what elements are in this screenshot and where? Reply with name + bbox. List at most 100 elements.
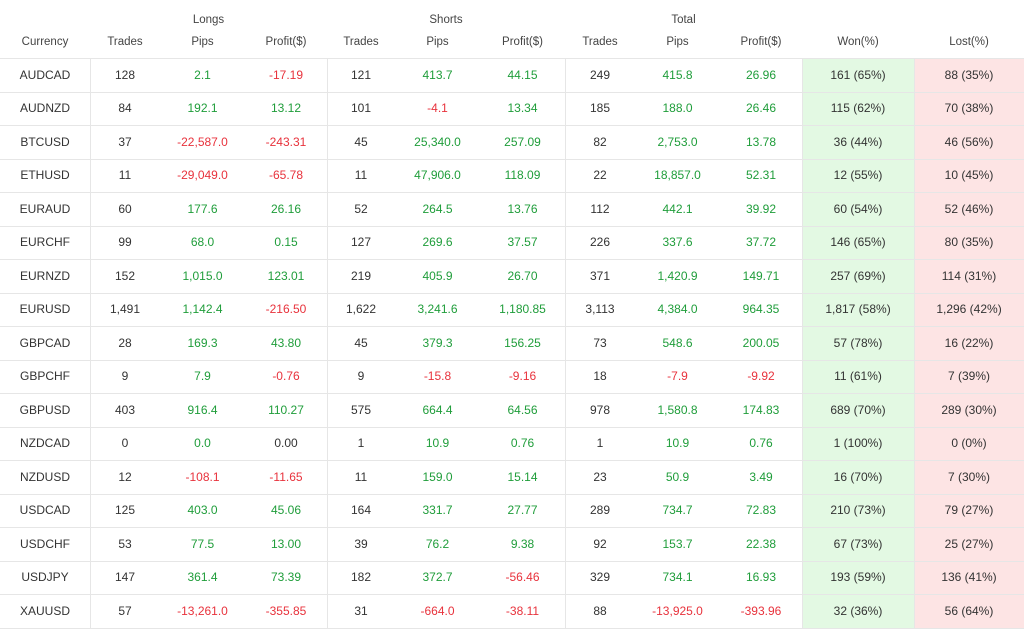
lost-cell: 46 (56%): [944, 134, 994, 149]
profit-cell: 9.38: [510, 536, 535, 551]
pips-cell: -15.8: [423, 369, 452, 384]
profit-cell: -11.65: [269, 469, 303, 484]
trades-cell: 1,491: [109, 302, 141, 317]
pips-cell: 372.7: [422, 570, 453, 585]
pips-cell: 264.5: [422, 201, 453, 216]
lost-cell: 52 (46%): [944, 201, 994, 216]
won-cell: 689 (70%): [830, 402, 886, 417]
profit-cell: 37.57: [507, 235, 538, 250]
lost-cell: 25 (27%): [944, 536, 994, 551]
trades-cell: 99: [118, 235, 132, 250]
profit-cell: 118.09: [504, 168, 541, 183]
name-cell: XAUUSD: [19, 603, 70, 618]
name-cell: EURAUD: [19, 201, 71, 216]
pips-cell: 177.6: [187, 201, 218, 216]
row-divider: [0, 125, 1024, 126]
won-cell: 12 (55%): [833, 168, 883, 183]
profit-cell: 27.77: [507, 503, 538, 518]
column-header: Pips: [191, 36, 214, 48]
name-cell: BTCUSD: [20, 134, 70, 149]
won-cell: 16 (70%): [833, 469, 883, 484]
pips-cell: -13,261.0: [177, 603, 228, 618]
pips-cell: 68.0: [190, 235, 215, 250]
won-cell: 146 (65%): [830, 235, 886, 250]
trades-cell: 23: [593, 469, 607, 484]
profit-cell: -38.11: [505, 603, 540, 618]
pips-cell: 734.1: [662, 570, 693, 585]
column-divider: [565, 58, 566, 628]
column-header: Trades: [343, 36, 379, 48]
trades-cell: 121: [350, 67, 372, 82]
trades-cell: 18: [593, 369, 607, 384]
profit-cell: -0.76: [272, 369, 300, 384]
pips-cell: 415.8: [662, 67, 693, 82]
pips-cell: 77.5: [190, 536, 215, 551]
profit-cell: -393.96: [740, 603, 782, 618]
trades-cell: 249: [589, 67, 611, 82]
column-header: Pips: [426, 36, 449, 48]
trades-cell: 11: [354, 168, 368, 183]
column-header: Currency: [21, 36, 69, 48]
pips-cell: 169.3: [187, 335, 218, 350]
profit-cell: 200.05: [742, 335, 780, 350]
pips-cell: 337.6: [662, 235, 693, 250]
name-cell: NZDCAD: [20, 436, 70, 451]
row-divider: [0, 493, 1024, 495]
trades-cell: 11: [118, 168, 132, 183]
name-cell: USDCAD: [19, 503, 71, 518]
row-divider: [0, 426, 1024, 428]
lost-cell: 114 (31%): [941, 268, 997, 283]
column-header: Won(%): [837, 36, 879, 48]
profit-cell: -9.92: [747, 369, 775, 384]
lost-column-bg: [914, 58, 1024, 628]
pips-cell: 0.0: [194, 436, 211, 451]
profit-cell: 26.96: [745, 67, 777, 82]
trades-cell: 1: [596, 436, 604, 451]
row-divider: [0, 627, 1024, 629]
name-cell: NZDUSD: [20, 469, 70, 484]
name-cell: EURUSD: [19, 302, 71, 317]
profit-cell: 149.71: [742, 268, 780, 283]
trades-cell: 31: [354, 603, 368, 618]
profit-cell: 1,180.85: [499, 302, 546, 317]
pips-cell: 664.4: [422, 402, 453, 417]
profit-cell: 13.76: [507, 201, 538, 216]
profit-cell: -56.46: [505, 570, 540, 585]
profit-cell: 16.93: [745, 570, 777, 585]
name-cell: ETHUSD: [20, 168, 70, 183]
trades-cell: 152: [114, 268, 136, 283]
pips-cell: 1,420.9: [657, 268, 698, 283]
trades-cell: 84: [118, 101, 132, 116]
profit-cell: 0.00: [274, 436, 298, 451]
profit-cell: -65.78: [268, 168, 304, 183]
trades-cell: 289: [589, 503, 611, 518]
trades-cell: 9: [357, 369, 365, 384]
won-cell: 210 (73%): [830, 503, 886, 518]
trades-cell: 128: [114, 67, 136, 82]
profit-cell: 26.46: [745, 101, 777, 116]
trades-cell: 39: [354, 536, 368, 551]
won-cell: 57 (78%): [833, 335, 883, 350]
trades-cell: 226: [589, 235, 611, 250]
lost-cell: 16 (22%): [944, 335, 994, 350]
row-divider: [0, 527, 1024, 528]
row-divider: [0, 91, 1024, 93]
pips-cell: 403.0: [187, 503, 218, 518]
row-divider: [0, 292, 1024, 294]
row-divider: [0, 326, 1024, 327]
row-divider: [0, 158, 1024, 160]
pips-cell: 548.6: [662, 335, 693, 350]
name-cell: GBPCAD: [19, 335, 71, 350]
trades-cell: 125: [114, 503, 136, 518]
pips-cell: 10.9: [665, 436, 690, 451]
profit-cell: 964.35: [742, 302, 780, 317]
profit-cell: 44.15: [507, 67, 538, 82]
won-cell: 32 (36%): [833, 603, 883, 618]
profit-cell: 26.16: [270, 201, 302, 216]
pips-cell: 331.7: [422, 503, 453, 518]
profit-cell: 0.76: [749, 436, 773, 451]
trades-cell: 1: [357, 436, 365, 451]
name-cell: USDCHF: [20, 536, 70, 551]
trades-cell: 92: [593, 536, 607, 551]
column-header: Pips: [666, 36, 689, 48]
